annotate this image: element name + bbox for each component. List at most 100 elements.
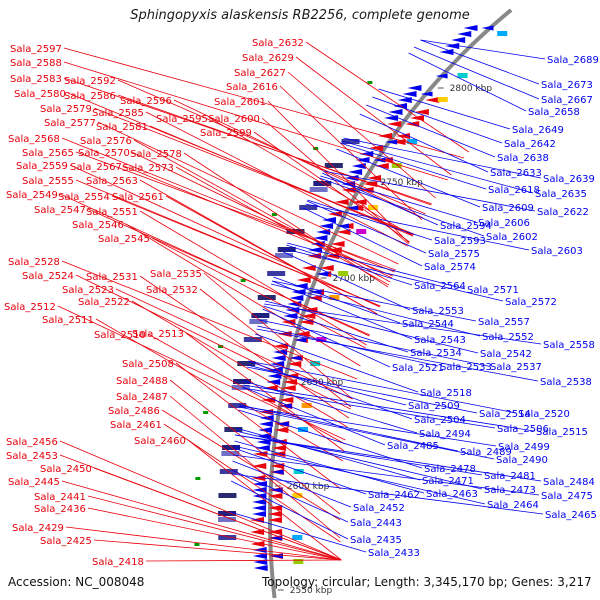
reverse-gene-arrow <box>463 25 478 31</box>
reverse-gene-arrow <box>267 373 282 379</box>
right-gene-label: Sala_2638 <box>497 153 549 164</box>
reverse-gene-arrow <box>252 481 267 487</box>
gene-block <box>218 517 236 522</box>
gene-block <box>222 445 241 450</box>
gene-block <box>274 253 293 258</box>
reverse-gene-arrow <box>252 487 267 493</box>
right-leader-line <box>248 360 517 414</box>
forward-gene-arrow <box>251 475 266 481</box>
left-leader-line <box>123 165 393 277</box>
left-gene-label: Sala_2561 <box>112 192 164 203</box>
gene-block <box>251 313 270 318</box>
right-gene-label: Sala_2475 <box>541 491 593 502</box>
right-leader-line <box>372 96 503 144</box>
left-gene-label: Sala_2583 <box>10 74 62 85</box>
right-leader-line <box>248 360 413 420</box>
right-leader-line <box>286 244 413 286</box>
right-gene-label: Sala_2499 <box>498 442 550 453</box>
right-gene-label: Sala_2433 <box>368 548 420 559</box>
left-gene-label: Sala_2510 <box>94 330 146 341</box>
right-gene-label: Sala_2667 <box>541 95 593 106</box>
right-leader-line <box>255 333 419 393</box>
forward-gene-arrow <box>414 109 429 115</box>
gene-block <box>233 379 252 384</box>
scale-label: 2700 kbp <box>333 274 376 284</box>
right-leader-line <box>243 384 535 432</box>
left-gene-label: Sala_2535 <box>150 269 202 280</box>
left-leader-line <box>63 61 448 181</box>
left-gene-label: Sala_2545 <box>98 234 150 245</box>
forward-gene-arrow <box>336 229 351 235</box>
left-leader-line <box>149 125 414 237</box>
right-gene-label: Sala_2544 <box>402 319 454 330</box>
right-leader-line <box>305 203 530 251</box>
forward-gene-arrow <box>341 187 356 193</box>
gene-block <box>237 361 256 366</box>
gene-block <box>293 469 304 474</box>
left-leader-line <box>69 164 380 308</box>
gene-block <box>243 337 262 342</box>
left-leader-line <box>199 288 352 408</box>
right-leader-line <box>233 447 367 495</box>
reverse-gene-arrow <box>351 163 366 169</box>
forward-gene-arrow <box>250 529 265 535</box>
right-leader-line <box>229 511 367 553</box>
scale-label: 2750 kbp <box>380 178 423 188</box>
right-leader-line <box>359 113 489 173</box>
rna-marker <box>195 477 201 480</box>
right-leader-line <box>256 328 539 382</box>
reverse-gene-arrow <box>266 379 281 385</box>
right-gene-label: Sala_2515 <box>536 427 588 438</box>
left-gene-label: Sala_2418 <box>92 557 144 568</box>
right-leader-line <box>232 460 352 508</box>
right-leader-line <box>235 427 421 481</box>
forward-gene-arrow <box>330 241 345 247</box>
scale-label: 2650 kbp <box>301 378 344 388</box>
left-gene-label: Sala_2578 <box>130 149 182 160</box>
left-leader-line <box>87 507 342 561</box>
left-leader-line <box>93 467 342 561</box>
right-gene-label: Sala_2543 <box>414 335 466 346</box>
left-leader-line <box>131 300 348 428</box>
left-gene-label: Sala_2488 <box>116 376 168 387</box>
right-leader-line <box>230 480 349 540</box>
gene-block <box>341 139 360 144</box>
forward-gene-arrow <box>271 451 286 457</box>
right-gene-label: Sala_2452 <box>353 503 405 514</box>
right-gene-label: Sala_2464 <box>487 500 539 511</box>
right-gene-label: Sala_2462 <box>368 490 420 501</box>
right-leader-line <box>231 469 349 523</box>
gene-block <box>457 73 468 78</box>
reverse-gene-arrow <box>294 337 307 343</box>
right-gene-label: Sala_2642 <box>504 139 556 150</box>
forward-gene-arrow <box>296 277 311 283</box>
right-leader-line <box>408 52 527 112</box>
left-leader-line <box>95 318 344 462</box>
left-leader-line <box>209 117 414 237</box>
reverse-gene-arrow <box>457 31 472 37</box>
left-gene-label: Sala_2555 <box>22 176 74 187</box>
gene-block <box>329 295 340 300</box>
left-gene-label: Sala_2563 <box>86 176 138 187</box>
center-gene-label: Sala_2601 <box>214 97 266 108</box>
right-gene-label: Sala_2471 <box>422 476 474 487</box>
left-leader-line <box>93 107 415 235</box>
left-gene-label: Sala_2513 <box>132 329 184 340</box>
right-gene-label: Sala_2490 <box>496 455 548 466</box>
labels-layer: Sala_2597 Sala_2588 Sala_2583 Sala_2592 Sala… <box>4 38 599 568</box>
left-gene-label: Sala_2511 <box>42 315 94 326</box>
forward-gene-arrow <box>334 199 349 205</box>
left-leader-line <box>253 131 410 243</box>
reverse-gene-arrow <box>348 169 363 175</box>
left-gene-label: Sala_2580 <box>14 89 66 100</box>
left-gene-label: Sala_2429 <box>12 523 64 534</box>
right-leader-line <box>262 308 391 368</box>
left-gene-label: Sala_2554 <box>58 192 110 203</box>
right-gene-label: Sala_2639 <box>543 174 595 185</box>
left-gene-label: Sala_2528 <box>8 257 60 268</box>
reverse-gene-arrow <box>258 427 272 433</box>
forward-gene-arrow <box>253 451 268 457</box>
feature-layer <box>194 25 508 571</box>
